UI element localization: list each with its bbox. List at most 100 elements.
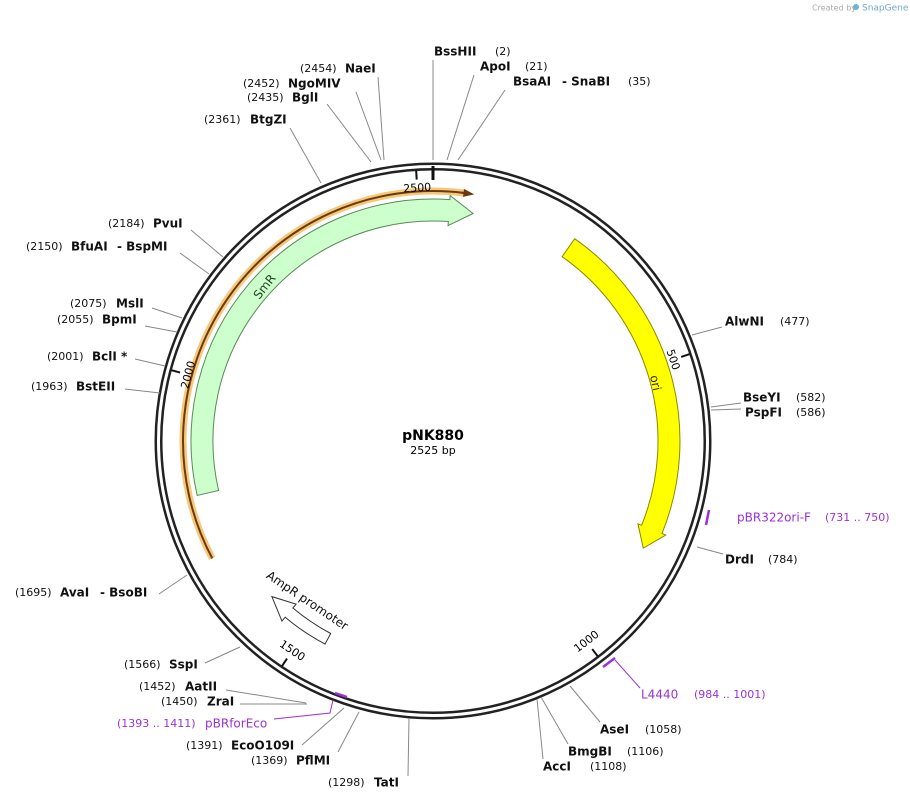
primer-name: pBR322ori-F bbox=[737, 511, 811, 525]
site-leader bbox=[179, 252, 210, 275]
brand-icon bbox=[853, 4, 859, 10]
site-name: ZraI bbox=[207, 695, 234, 709]
site-position: (1963) bbox=[31, 380, 68, 393]
site-name: TatI bbox=[374, 776, 399, 790]
site-leader bbox=[691, 326, 723, 336]
site-leader bbox=[407, 717, 410, 777]
primer-range: (731 .. 750) bbox=[825, 511, 890, 524]
feature-label: ori bbox=[647, 374, 664, 392]
site-position: (2184) bbox=[108, 217, 145, 230]
selection-head bbox=[459, 188, 475, 197]
tick-label: 2500 bbox=[403, 181, 432, 196]
feature-arrow bbox=[270, 595, 332, 645]
site-position: (21) bbox=[525, 60, 548, 73]
site-position: (477) bbox=[780, 315, 810, 328]
site-name: PspFI bbox=[745, 406, 782, 420]
tick-label: 500 bbox=[664, 348, 683, 372]
site-position: (2452) bbox=[243, 77, 280, 90]
site-name: BtgZI bbox=[250, 113, 287, 127]
primer-range: (984 .. 1001) bbox=[694, 688, 766, 701]
site-position: (2055) bbox=[57, 313, 94, 326]
tick-label: 1000 bbox=[571, 628, 601, 655]
site-position: (2075) bbox=[70, 297, 107, 310]
site-leader bbox=[457, 89, 506, 161]
site-leader bbox=[569, 685, 601, 723]
site-leader bbox=[225, 689, 307, 704]
primer-mark bbox=[334, 691, 348, 699]
site-name: NgoMIV bbox=[288, 77, 341, 91]
site-position: (1298) bbox=[328, 776, 365, 789]
site-name: BmgBI bbox=[568, 745, 612, 759]
site-name: PvuI bbox=[153, 217, 183, 231]
site-name: BclI * bbox=[92, 350, 128, 364]
site-position: (784) bbox=[768, 553, 798, 566]
site-position: (1106) bbox=[627, 745, 664, 758]
site-position: (582) bbox=[796, 391, 826, 404]
feature-arrow bbox=[561, 237, 681, 549]
site-name: PflMI bbox=[296, 754, 330, 768]
site-name-2: - BspMI bbox=[117, 240, 167, 254]
plasmid-name: pNK880 bbox=[402, 428, 464, 444]
site-leader bbox=[204, 646, 241, 664]
site-leader bbox=[536, 698, 544, 760]
primer-leader bbox=[614, 659, 641, 689]
site-name: SspI bbox=[169, 658, 198, 672]
site-name: NaeI bbox=[345, 62, 376, 76]
site-name: AvaI bbox=[60, 586, 89, 600]
site-leader bbox=[124, 388, 161, 394]
site-leader bbox=[446, 74, 475, 161]
site-name: AatII bbox=[185, 680, 217, 694]
primer-mark bbox=[602, 657, 616, 668]
tick-label: 1500 bbox=[277, 637, 307, 663]
site-position: (2150) bbox=[26, 240, 63, 253]
site-name: BstEII bbox=[76, 380, 115, 394]
brand-prefix: Created by bbox=[812, 4, 856, 13]
site-name-2: - SnaBI bbox=[562, 75, 610, 89]
site-name: MslI bbox=[116, 297, 144, 311]
site-leader bbox=[151, 307, 183, 319]
site-position: (1058) bbox=[645, 723, 682, 736]
site-position: (2435) bbox=[247, 91, 284, 104]
tick-mark bbox=[680, 353, 690, 358]
primer-name: pBRforEco bbox=[205, 717, 267, 731]
feature-arrow bbox=[190, 194, 475, 497]
site-position: (586) bbox=[796, 406, 826, 419]
site-leader bbox=[337, 711, 360, 753]
site-name: ApoI bbox=[480, 60, 511, 74]
tick-mark bbox=[281, 658, 288, 667]
site-name: EcoO109I bbox=[231, 739, 294, 753]
primer-name: L4440 bbox=[641, 688, 678, 702]
site-position: (1695) bbox=[15, 586, 52, 599]
site-leader bbox=[710, 408, 742, 411]
site-position: (1450) bbox=[161, 695, 198, 708]
site-position: (2001) bbox=[47, 350, 84, 363]
site-name: AseI bbox=[600, 723, 629, 737]
primer-leader bbox=[273, 699, 334, 720]
selection-line bbox=[182, 190, 464, 559]
site-name-2: - BsoBI bbox=[100, 586, 147, 600]
site-position: (1566) bbox=[124, 658, 161, 671]
site-name: BseYI bbox=[743, 391, 781, 405]
site-leader bbox=[326, 103, 372, 163]
primer-range: (1393 .. 1411) bbox=[117, 717, 196, 730]
site-name: BglI bbox=[292, 91, 318, 105]
site-leader bbox=[377, 76, 385, 161]
site-name: AccI bbox=[543, 760, 571, 774]
site-leader bbox=[158, 574, 188, 595]
site-name: BpmI bbox=[102, 313, 137, 327]
tick-mark bbox=[415, 170, 418, 180]
brand-name: SnapGene bbox=[862, 4, 909, 14]
site-name: DrdI bbox=[725, 553, 754, 567]
site-position: (2) bbox=[495, 45, 511, 58]
tick-mark bbox=[591, 648, 599, 657]
site-name: AlwNI bbox=[725, 315, 764, 329]
tick-mark bbox=[171, 369, 181, 374]
site-leader bbox=[144, 325, 178, 333]
site-leader bbox=[301, 707, 345, 746]
site-leader bbox=[134, 358, 166, 367]
site-leader bbox=[540, 696, 569, 745]
site-leader bbox=[696, 546, 724, 555]
site-position: (1369) bbox=[251, 754, 288, 767]
site-position: (35) bbox=[628, 75, 651, 88]
